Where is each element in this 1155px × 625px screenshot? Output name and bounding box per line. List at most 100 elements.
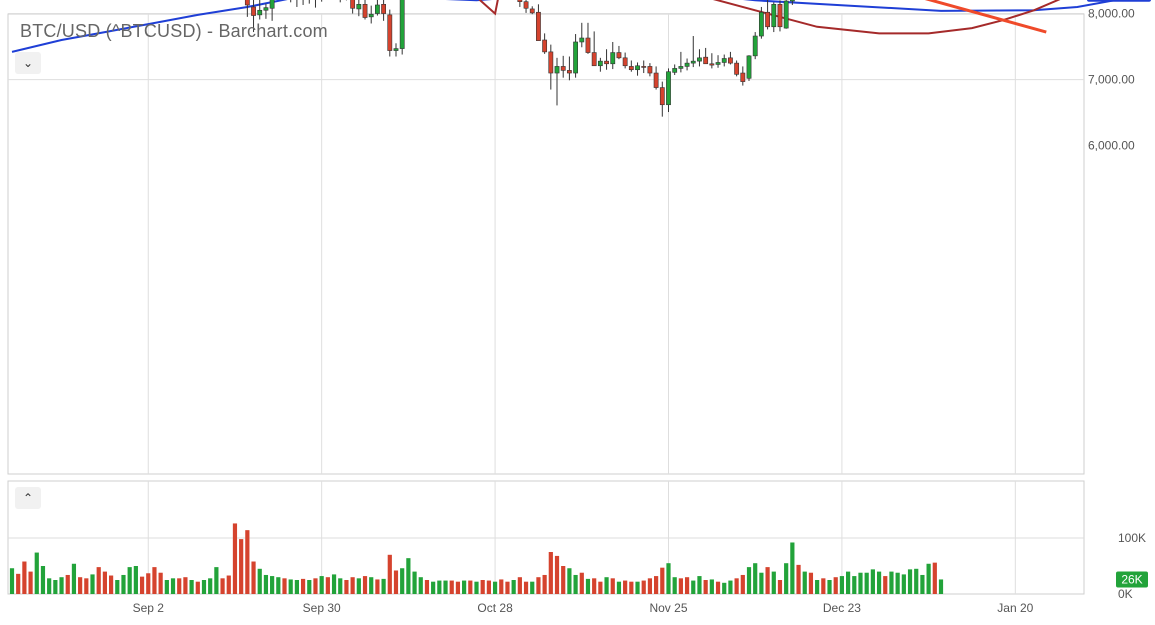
volume-bar <box>623 580 628 594</box>
candle-body <box>548 51 554 74</box>
volume-bar <box>647 578 653 594</box>
candle-body <box>728 57 733 64</box>
candle-body <box>554 66 560 74</box>
volume-bar <box>740 574 745 594</box>
volume-bar <box>517 577 522 594</box>
volume-bar <box>239 539 244 594</box>
candle-body <box>585 37 591 53</box>
candle-body <box>560 66 566 71</box>
volume-bar <box>208 578 213 594</box>
price-tick-label: 8,000.00 <box>1088 7 1135 21</box>
volume-bar <box>418 577 423 594</box>
candle-body <box>684 62 690 67</box>
volume-bar <box>715 581 721 594</box>
volume-tick-label: 0K <box>1118 587 1133 601</box>
chart-title: BTC/USD (^BTCUSD) - Barchart.com <box>20 21 328 41</box>
volume-bar <box>492 581 498 594</box>
volume-bar <box>108 575 114 594</box>
volume-bar <box>530 581 535 594</box>
candle-body <box>758 11 764 37</box>
candle-body <box>375 4 380 14</box>
candle-body <box>635 65 640 71</box>
volume-bar <box>59 577 64 594</box>
volume-bar <box>802 571 807 594</box>
candle-body <box>244 0 250 6</box>
volume-bar <box>84 578 89 594</box>
candle-body <box>653 72 659 88</box>
volume-bar <box>629 581 634 594</box>
volume-bar <box>424 580 430 594</box>
volume-bar <box>53 580 58 594</box>
volume-bar <box>821 578 826 594</box>
time-tick-label: Dec 23 <box>823 601 861 615</box>
collapse-price-panel-button[interactable]: ⌄ <box>15 52 41 74</box>
volume-bar <box>121 574 126 594</box>
volume-bar <box>938 579 944 594</box>
volume-bar <box>282 578 287 594</box>
volume-bar <box>257 568 262 594</box>
candle-body <box>536 11 541 41</box>
volume-tag <box>1116 571 1148 588</box>
volume-bar <box>102 571 107 594</box>
volume-bar <box>654 576 659 594</box>
volume-bar <box>505 581 510 594</box>
volume-bar <box>468 580 473 594</box>
candle-body <box>529 8 535 14</box>
candle-body <box>659 87 665 106</box>
volume-bar <box>146 573 151 594</box>
candle-body <box>381 4 386 14</box>
candle-body <box>257 9 263 16</box>
volume-bar <box>387 554 392 594</box>
candle-body <box>622 57 628 67</box>
volume-bar <box>443 580 448 594</box>
volume-bar <box>864 572 869 594</box>
volume-bar <box>753 563 758 594</box>
volume-bar <box>344 580 349 594</box>
candle-body <box>783 0 789 29</box>
volume-bar <box>790 542 795 594</box>
volume-bar <box>133 566 138 594</box>
volume-bar <box>480 580 485 594</box>
candle-body <box>616 52 622 59</box>
candle-body <box>269 0 275 9</box>
volume-bar <box>201 580 207 594</box>
price-tick-label: 7,000.00 <box>1088 73 1135 87</box>
candle-body <box>566 70 572 74</box>
price-tick-label: 6,000.00 <box>1088 139 1135 153</box>
volume-bar <box>127 567 132 594</box>
candle-body <box>610 52 616 65</box>
volume-bar <box>876 571 882 594</box>
candle-body <box>690 60 696 64</box>
candle-body <box>399 0 405 49</box>
candle-body <box>697 57 702 62</box>
candle-body <box>251 6 256 16</box>
candle-body <box>740 72 746 82</box>
volume-bar <box>666 563 671 594</box>
volume-bar <box>499 579 504 594</box>
time-tick-label: Sep 2 <box>133 601 165 615</box>
volume-bar <box>604 577 609 594</box>
volume-bar <box>164 580 169 594</box>
volume-bar <box>728 580 733 594</box>
candle-body <box>628 66 634 71</box>
ma-50-line <box>478 0 1061 35</box>
candle-body <box>771 4 777 28</box>
chevron-down-icon: ⌄ <box>22 56 34 70</box>
volume-bar <box>759 572 764 594</box>
time-tick-label: Sep 30 <box>303 601 341 615</box>
volume-bar <box>796 564 801 594</box>
volume-bar <box>839 576 845 594</box>
volume-bar <box>511 580 516 594</box>
volume-bar <box>815 580 820 594</box>
volume-bar <box>920 574 925 594</box>
volume-bar <box>592 578 597 594</box>
collapse-volume-panel-button[interactable]: ⌃ <box>15 487 41 509</box>
volume-bar <box>486 580 491 594</box>
time-tick-label: Oct 28 <box>477 601 513 615</box>
volume-bar <box>616 581 622 594</box>
volume-bar <box>561 566 566 594</box>
volume-bar <box>350 577 355 594</box>
candle-body <box>597 60 603 67</box>
volume-bar <box>907 569 913 594</box>
